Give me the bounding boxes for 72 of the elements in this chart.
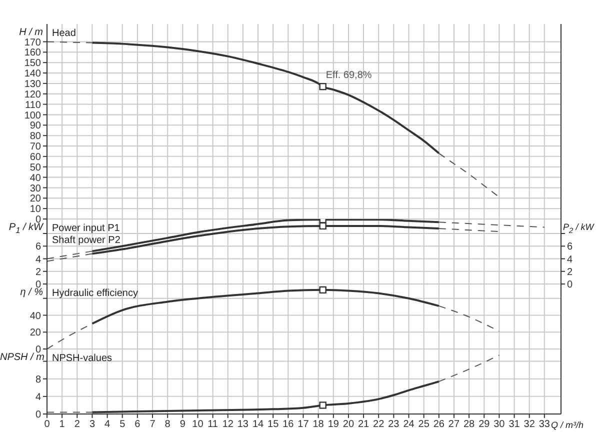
y-tick-label: 2 [35,266,42,278]
x-tick-label: 27 [448,419,460,430]
y-tick-label: 60 [30,152,42,163]
x-tick-label: 30 [494,419,506,430]
x-tick-label: 2 [74,419,80,430]
y-tick-label: 20 [30,328,42,339]
y-tick-label: 110 [25,100,42,111]
x-tick-label: 5 [120,419,126,430]
annotation: NPSH-values [52,353,112,365]
y-tick-label: 170 [24,37,42,48]
y-tick-label: 120 [24,89,42,100]
x-tick-label: 14 [252,419,264,430]
y2-tick-label: 4 [567,254,573,266]
x-tick-label: 8 [164,419,171,430]
x-tick-label: 11 [208,419,218,430]
x-tick-label: 13 [237,419,249,430]
x-tick-label: 24 [403,419,415,430]
y-tick-label: 90 [30,120,42,132]
y-axis-title: H / m [18,27,43,38]
y-tick-label: 80 [30,131,42,142]
x-tick-label: 17 [298,419,310,430]
y-tick-label: 4 [35,254,42,266]
x-tick-label: 29 [478,419,490,430]
y-tick-label: 70 [30,142,42,153]
x-tick-label: 0 [44,419,50,430]
y-tick-label: 10 [30,204,42,216]
x-tick-label: 19 [328,419,340,430]
annotation: Shaft power P2 [52,235,120,247]
x-axis-title: Q / m³/h [551,420,584,430]
y-tick-label: 0 [35,410,42,421]
y-tick-label: 50 [30,162,42,174]
y-tick-label: 130 [24,78,42,90]
y-tick-label: 6 [35,242,42,253]
x-tick-label: 1 [59,419,66,430]
x-tick-label: 22 [373,419,385,430]
x-tick-label: 23 [388,419,400,430]
x-tick-label: 20 [342,419,354,430]
annotation: Head [52,28,76,40]
y2-tick-label: 2 [567,266,573,278]
x-tick-label: 25 [418,419,430,430]
x-tick-label: 4 [104,419,111,430]
y-tick-label: 40 [30,310,42,322]
y-tick-label: 140 [24,68,42,80]
y-tick-label: 160 [24,48,42,59]
y-tick-label: 8 [35,374,42,386]
y2-axis-title: P$_{2}$ / kW [563,222,594,235]
y2-tick-label: 0 [567,280,573,291]
x-tick-label: 32 [524,419,536,430]
y-tick-label: 100 [24,110,42,122]
y-tick-label: 30 [30,183,42,194]
annotation: Eff. 69,8% [326,70,372,82]
x-tick-label: 15 [268,419,280,430]
x-tick-label: 21 [358,419,370,430]
x-tick-label: 28 [463,419,476,430]
y-tick-label: 150 [24,58,42,70]
x-tick-label: 18 [312,419,324,430]
x-tick-label: 10 [192,419,204,430]
x-tick-label: 6 [134,419,141,430]
x-tick-label: 3 [89,419,96,430]
y2-tick-label: 6 [567,242,573,253]
x-tick-label: 31 [508,419,520,430]
annotation: Power input P1 [52,223,120,235]
x-tick-label: 7 [150,419,156,430]
x-tick-label: 16 [282,419,294,430]
x-tick-label: 33 [538,419,550,430]
y-tick-label: 40 [30,172,42,184]
x-tick-label: 26 [433,419,445,430]
x-tick-label: 9 [180,419,186,430]
x-tick-label: 12 [222,419,234,430]
y-tick-label: 4 [35,392,42,403]
y-tick-label: 20 [30,194,42,205]
annotation: Hydraulic efficiency [52,288,138,300]
